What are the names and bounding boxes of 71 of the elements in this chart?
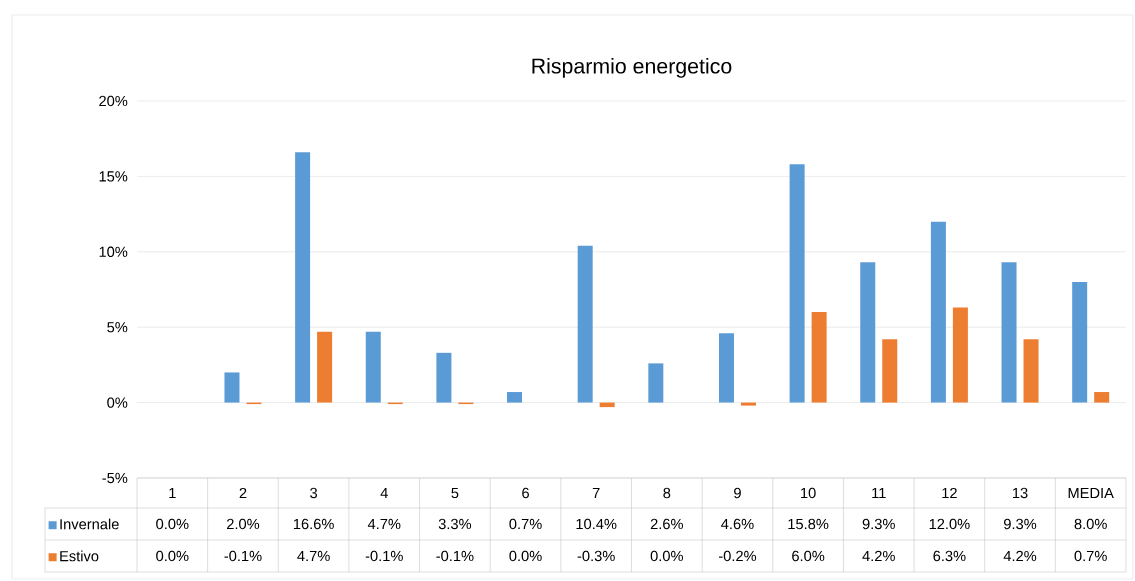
x-tick-label: 4 [380, 487, 388, 499]
data-label: 4.7% [367, 518, 401, 530]
data-label: 3.3% [438, 518, 472, 530]
bar [952, 307, 968, 403]
bar [365, 331, 381, 403]
y-tick-label: 0% [107, 397, 128, 408]
data-label: 16.6% [293, 518, 334, 530]
x-tick-label: 1 [169, 487, 176, 499]
data-label: 4.2% [1003, 550, 1037, 562]
data-label: 0.7% [509, 518, 542, 530]
bar [224, 372, 240, 403]
data-label: 2.6% [650, 518, 683, 530]
y-tick-label: 5% [107, 322, 128, 333]
legend-label: Invernale [60, 518, 119, 530]
bar [507, 392, 523, 403]
data-label: 9.3% [862, 518, 895, 530]
bar [436, 352, 452, 403]
x-tick-label: 2 [239, 487, 247, 499]
data-label: 0.0% [650, 550, 683, 562]
x-tick-label: 8 [663, 487, 671, 499]
x-tick-label: 5 [451, 487, 459, 499]
data-label: 10.4% [576, 518, 617, 530]
y-tick-label: 20% [99, 95, 128, 107]
bar [811, 312, 827, 403]
data-label: 4.2% [862, 550, 895, 562]
x-tick-label: 10 [801, 487, 816, 499]
x-tick-label: 7 [592, 487, 600, 499]
x-tick-label: 3 [310, 487, 318, 499]
chart-title: Risparmio energetico [532, 57, 732, 78]
data-label: 6.0% [792, 550, 825, 562]
bar [930, 221, 946, 403]
data-label: -0.1% [224, 550, 262, 562]
bar [882, 339, 898, 403]
bar [317, 331, 333, 403]
data-label: 6.3% [933, 550, 966, 562]
y-tick-label: 10% [99, 246, 128, 257]
bar [1072, 281, 1088, 403]
data-label: 4.7% [297, 550, 330, 562]
data-label: 0.0% [509, 550, 542, 562]
bar [1001, 262, 1017, 403]
data-label: 12.0% [929, 518, 970, 530]
data-label: -0.1% [436, 550, 474, 562]
bar [295, 152, 311, 403]
data-label: 4.6% [721, 518, 754, 530]
legend-label: Estivo [60, 550, 99, 562]
data-label: 0.0% [156, 550, 189, 562]
bar [860, 262, 876, 403]
x-tick-label: 11 [872, 487, 886, 499]
y-tick-label: -5% [102, 472, 128, 484]
bar [718, 333, 734, 403]
data-label: -0.1% [365, 550, 403, 562]
y-tick-label: 15% [99, 171, 128, 182]
bar [577, 245, 593, 403]
x-tick-label: 9 [734, 487, 741, 499]
x-tick-label: MEDIA [1068, 487, 1114, 499]
data-label: 8.0% [1074, 518, 1107, 530]
bar [789, 164, 805, 403]
bar [1023, 339, 1039, 403]
data-label: 0.0% [156, 518, 189, 530]
data-label: 2.0% [226, 518, 260, 530]
data-label: 15.8% [788, 518, 829, 530]
data-label: 0.7% [1074, 550, 1107, 562]
x-tick-label: 12 [942, 487, 957, 499]
bar [1094, 392, 1110, 403]
data-label: -0.2% [718, 550, 757, 562]
x-tick-label: 6 [522, 487, 529, 499]
bar [648, 363, 664, 403]
data-label: 9.3% [1004, 518, 1037, 530]
data-label: -0.3% [577, 550, 615, 562]
bar [740, 402, 756, 406]
x-tick-label: 13 [1012, 487, 1028, 499]
